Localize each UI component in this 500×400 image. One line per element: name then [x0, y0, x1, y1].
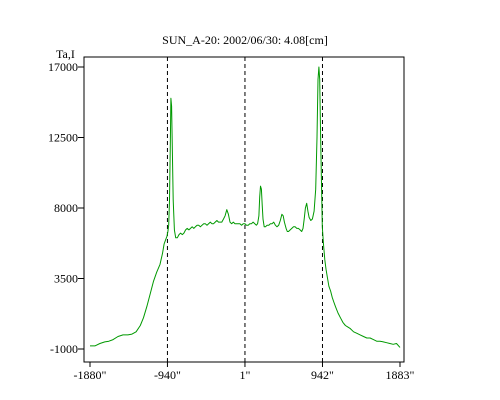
x-tick-label: 942"	[311, 368, 334, 382]
x-tick-label: 1883"	[386, 368, 415, 382]
series-line	[90, 66, 401, 348]
y-tick-label: 12500	[48, 131, 78, 145]
x-axis: -1880" -940" 1" 942" 1883"	[74, 362, 415, 382]
y-tick-label: 17000	[48, 60, 78, 74]
reference-lines	[166, 57, 323, 362]
x-tick-label: 1"	[240, 368, 251, 382]
y-tick-label: -1000	[50, 342, 78, 356]
y-tick-label: 3500	[54, 272, 78, 286]
x-tick-label: -940"	[154, 368, 181, 382]
series-layer	[90, 66, 401, 348]
y-axis-label: Ta,I	[56, 47, 75, 61]
chart-title: SUN_A-20: 2002/06/30: 4.08[cm]	[162, 33, 328, 47]
x-tick-label: -1880"	[74, 368, 107, 382]
y-axis: 17000 12500 8000 3500 -1000	[48, 60, 84, 356]
y-tick-label: 8000	[54, 201, 78, 215]
plot-frame	[83, 56, 405, 363]
